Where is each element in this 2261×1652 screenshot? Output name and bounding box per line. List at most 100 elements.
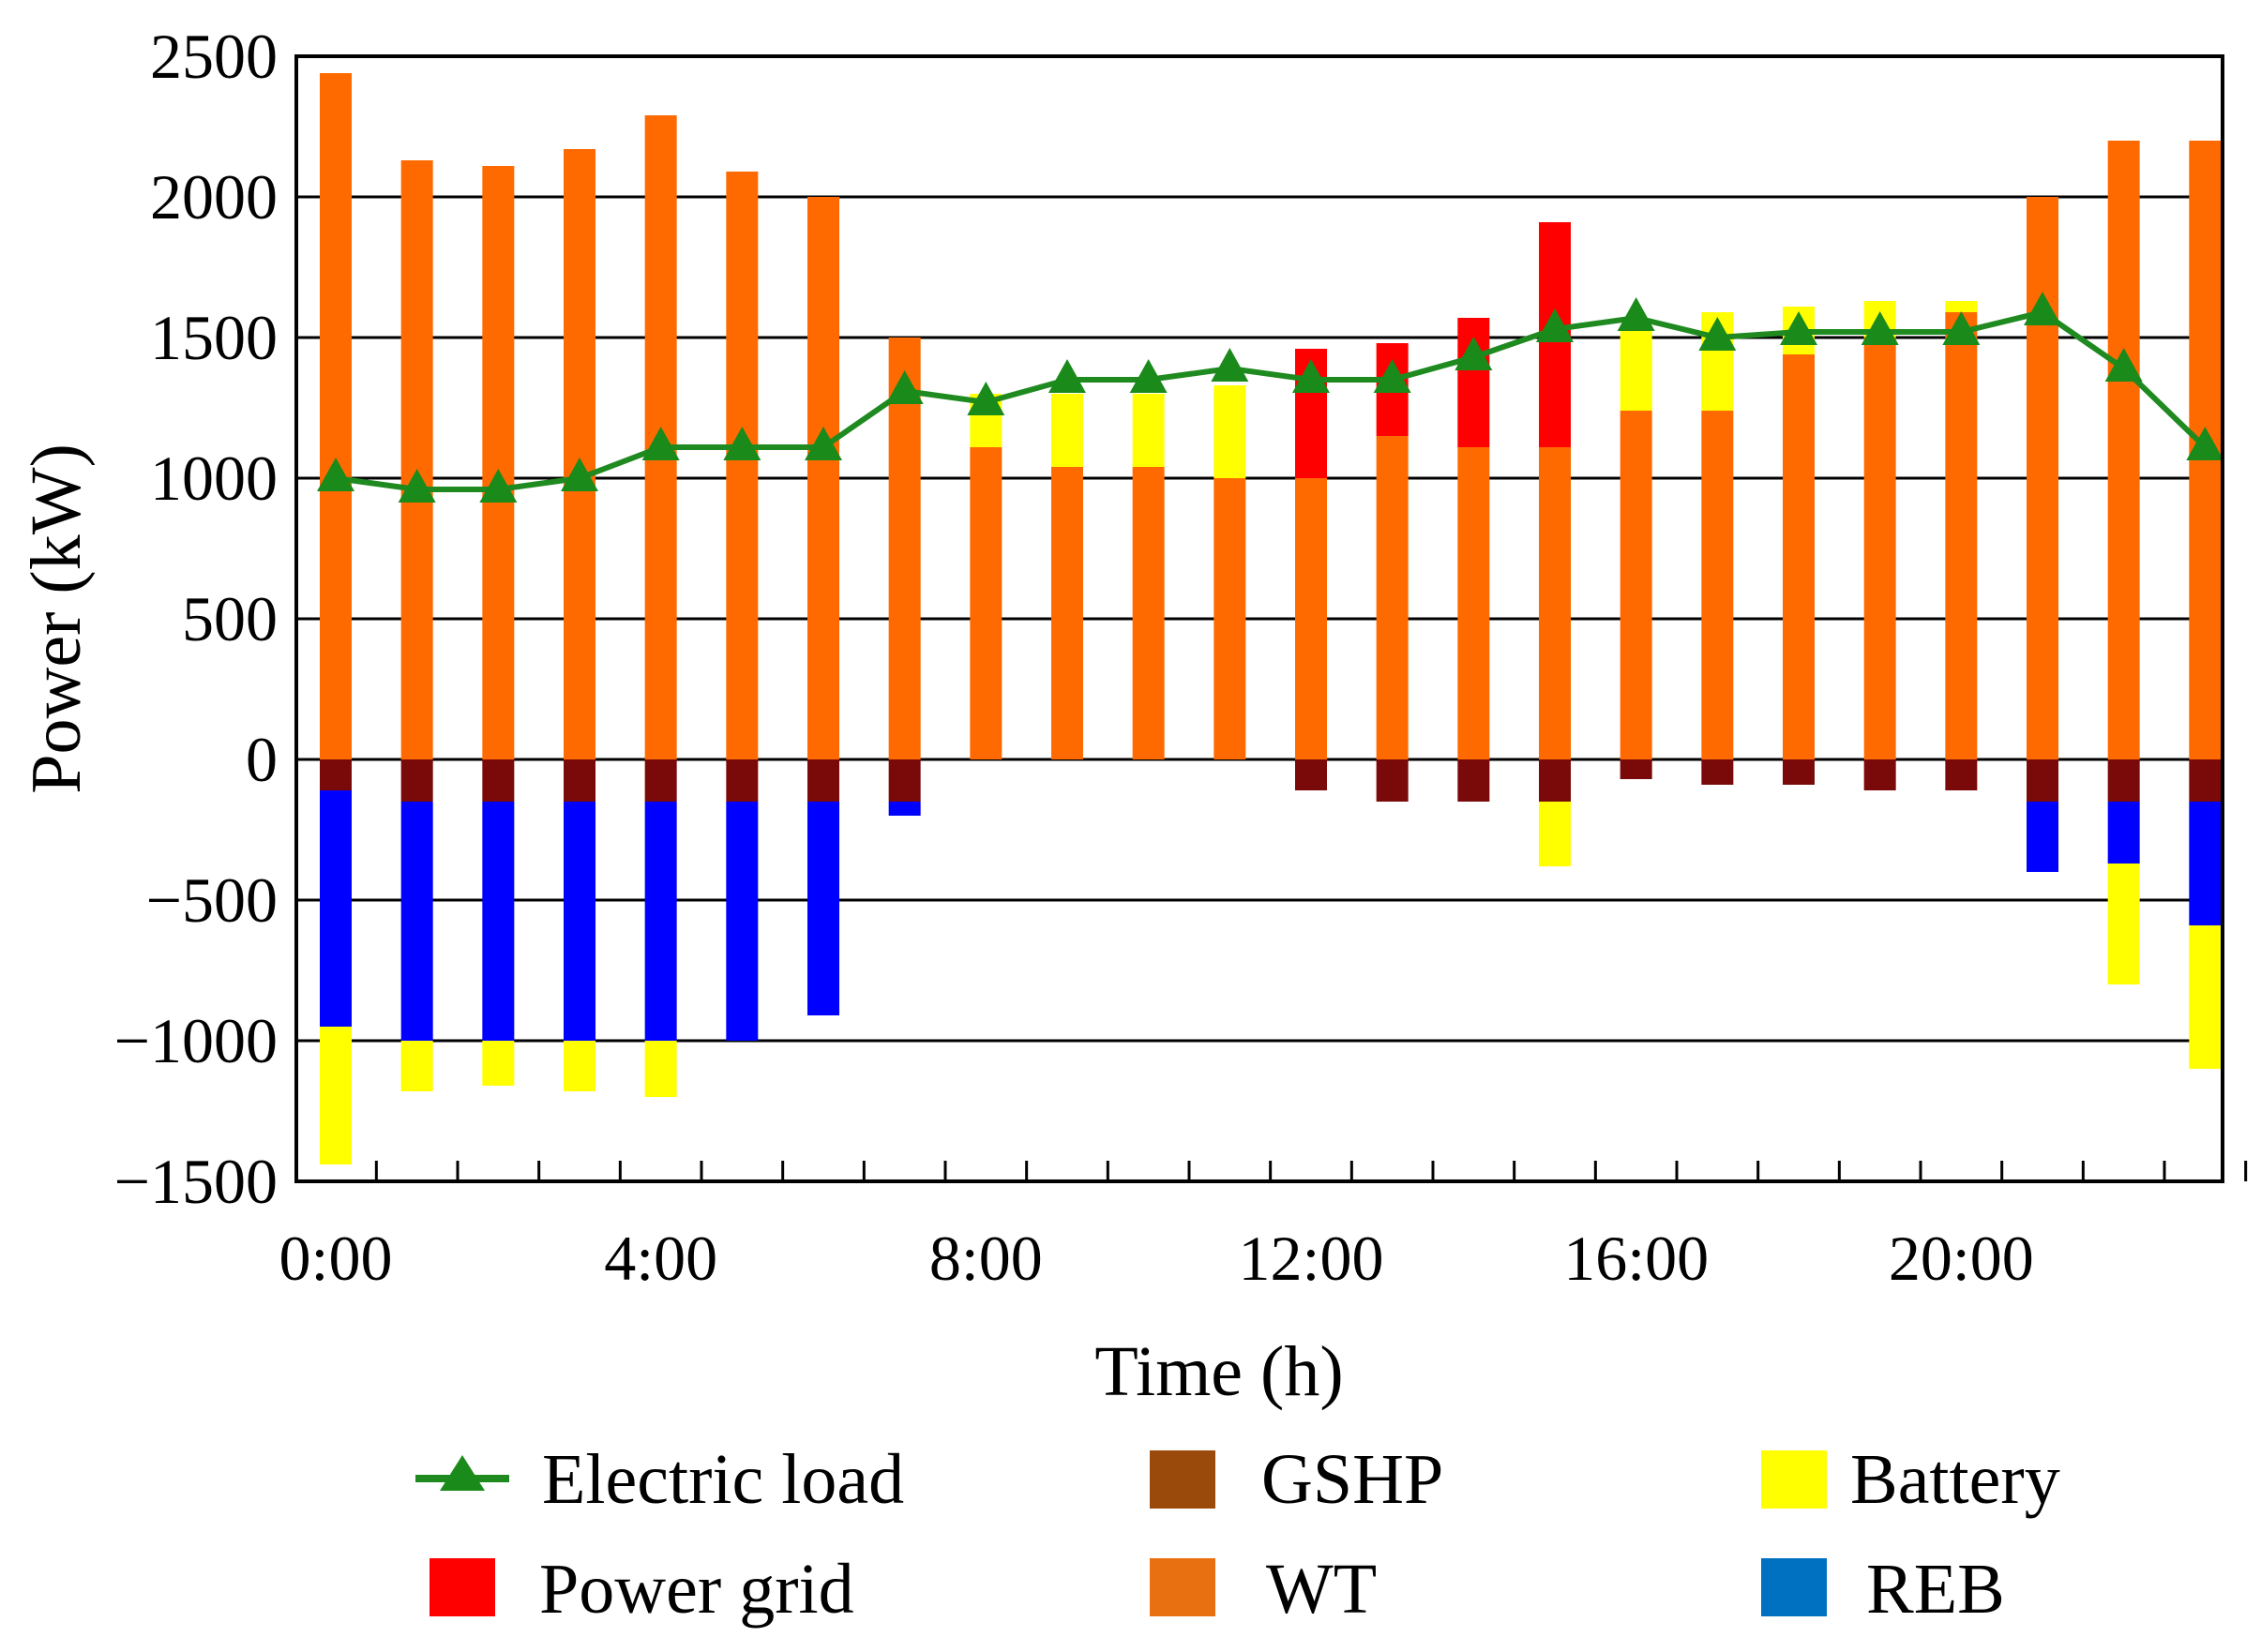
bar-wt <box>726 172 759 759</box>
electric-load-marker <box>1048 359 1086 393</box>
bar-wt <box>1376 436 1409 759</box>
bar-wt <box>1051 467 1083 759</box>
legend-item-power-grid: Power grid <box>430 1550 854 1629</box>
legend-item-battery: Battery <box>1761 1440 2060 1519</box>
bar-wt <box>1457 447 1490 759</box>
y-tick-label: −500 <box>146 864 278 936</box>
bar-reb <box>400 802 433 1041</box>
y-tick-label: 2000 <box>150 161 278 233</box>
bar-battery-charge <box>1539 802 1571 866</box>
x-tick-label: 0:00 <box>279 1223 393 1294</box>
y-tick-label: 500 <box>182 583 278 654</box>
bar-gshp <box>400 759 433 802</box>
legend-label-gshp: GSHP <box>1261 1440 1443 1519</box>
legend-swatch-battery <box>1761 1450 1827 1509</box>
legend-item-gshp: GSHP <box>1150 1440 1443 1519</box>
bar-wt <box>1783 354 1815 759</box>
bar-battery-charge <box>644 1041 677 1097</box>
bar-reb <box>644 802 677 1041</box>
bar-wt <box>400 160 433 759</box>
electric-load-marker <box>398 469 436 503</box>
electric-load-marker <box>641 427 680 460</box>
electric-load-marker <box>2024 292 2061 325</box>
bar-gshp <box>482 759 515 802</box>
grid-lines <box>296 195 2223 1043</box>
x-tick-label: 4:00 <box>604 1223 717 1294</box>
bar-gshp <box>2027 759 2058 802</box>
plot-frame <box>294 54 2224 1183</box>
y-tick-label: 1000 <box>150 443 278 514</box>
legend-marker-electric-load-icon <box>440 1455 485 1491</box>
bar-gshp <box>1376 759 1409 802</box>
electric-load-marker <box>805 427 842 460</box>
bar-gshp <box>564 759 595 802</box>
y-tick-label: −1000 <box>114 1005 278 1076</box>
bar-gshp <box>1457 759 1490 802</box>
electric-load-marker <box>885 370 924 404</box>
bar-gshp <box>807 759 839 802</box>
bar-gshp <box>320 759 352 790</box>
bar-battery-discharge <box>1620 329 1652 411</box>
electric-load-marker <box>1373 359 1411 393</box>
electric-load-marker <box>1211 348 1249 382</box>
bar-wt <box>1863 338 1896 759</box>
bar-reb <box>2027 802 2058 872</box>
load-line-series <box>317 292 2224 503</box>
axis-ticks: 2500 2000 1500 1000 500 0 −1500 −1000 −500 0:00 4:… <box>114 21 2248 1294</box>
electric-load-marker <box>1536 308 1574 342</box>
x-axis-title: Time (h) <box>1094 1332 1343 1411</box>
bar-reb <box>807 802 839 1015</box>
electric-load-marker <box>1617 297 1655 331</box>
electric-load-marker <box>1292 359 1330 393</box>
bar-gshp <box>2189 759 2222 802</box>
bar-gshp <box>726 759 759 802</box>
electric-load-marker <box>723 427 761 460</box>
legend-label-power-grid: Power grid <box>539 1550 854 1629</box>
electric-load-marker <box>967 382 1005 415</box>
bar-gshp <box>1783 759 1815 785</box>
bar-battery-charge <box>482 1041 515 1086</box>
electric-load-marker <box>2186 427 2224 460</box>
bar-wt <box>1701 411 1734 759</box>
bar-reb <box>564 802 595 1041</box>
bar-gshp <box>1863 759 1896 790</box>
x-tick-label: 20:00 <box>1889 1223 2034 1294</box>
bar-wt <box>888 338 921 759</box>
bar-wt <box>1945 312 1978 759</box>
bar-reb <box>888 802 921 816</box>
legend-swatch-wt <box>1150 1558 1215 1616</box>
y-tick-label: 0 <box>246 724 278 795</box>
bar-gshp <box>2107 759 2140 802</box>
bar-wt <box>2027 197 2058 759</box>
electric-load-marker <box>1455 337 1493 370</box>
bar-reb <box>2189 802 2222 925</box>
bar-wt <box>1213 478 1246 759</box>
bar-battery-charge <box>400 1041 433 1091</box>
bar-wt <box>1620 411 1652 759</box>
bar-battery-charge <box>564 1041 595 1091</box>
y-axis-title: Power (kW) <box>17 443 96 794</box>
legend-label-reb: REB <box>1866 1550 2005 1629</box>
bar-gshp <box>1701 759 1734 785</box>
bar-gshp <box>1539 759 1571 802</box>
legend-label-electric-load: Electric load <box>542 1440 904 1519</box>
electric-load-marker <box>1698 317 1737 351</box>
legend-label-wt: WT <box>1266 1550 1377 1629</box>
bar-wt <box>1539 447 1571 759</box>
legend-item-electric-load: Electric load <box>415 1440 904 1519</box>
bar-gshp <box>1945 759 1978 790</box>
legend-swatch-reb <box>1761 1558 1827 1616</box>
electric-load-marker <box>317 458 354 491</box>
legend-swatch-power-grid <box>430 1558 495 1616</box>
electric-load-marker <box>1861 311 1899 345</box>
bar-wt <box>1132 467 1165 759</box>
electric-load-marker <box>1780 311 1817 345</box>
x-tick-label: 16:00 <box>1563 1223 1709 1294</box>
bar-gshp <box>888 759 921 802</box>
bar-gshp <box>1295 759 1327 790</box>
legend-item-reb: REB <box>1761 1550 2005 1629</box>
bar-wt <box>2107 141 2140 759</box>
bar-battery-discharge <box>1213 385 1246 478</box>
